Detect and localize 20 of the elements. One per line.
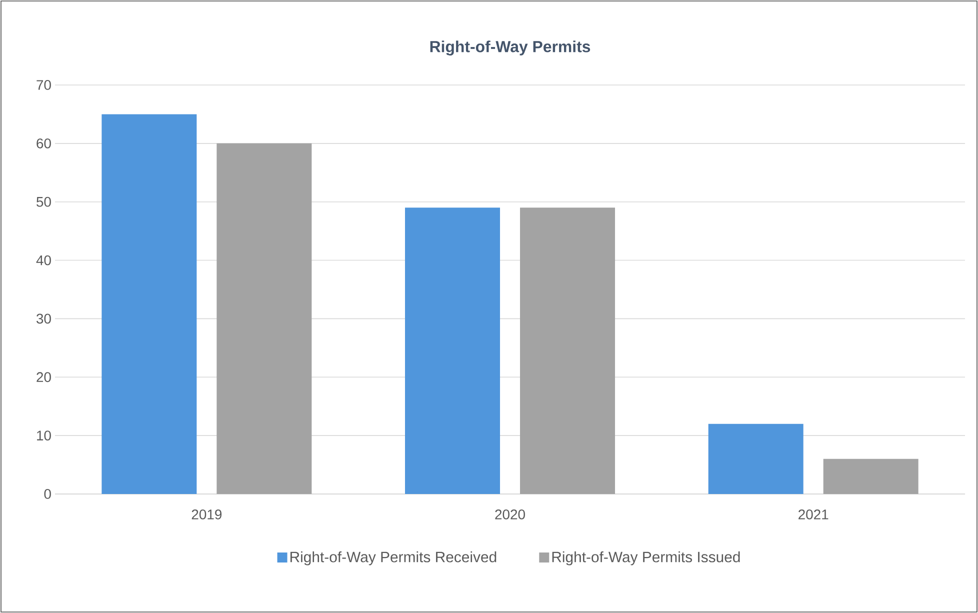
y-tick-label: 70 <box>36 80 51 90</box>
bar <box>708 424 804 494</box>
x-tick-label: 2021 <box>798 509 828 520</box>
legend-label: Right-of-Way Permits Received <box>290 551 496 566</box>
y-tick-label: 60 <box>36 138 51 148</box>
y-tick-label: 20 <box>36 372 51 382</box>
legend-label: Right-of-Way Permits Issued <box>552 551 740 566</box>
chart-title: Right-of-Way Permits <box>430 40 590 56</box>
bar <box>405 208 500 494</box>
y-tick-label: 50 <box>36 196 51 207</box>
bar <box>102 114 197 494</box>
x-tick-label: 2020 <box>495 509 525 520</box>
y-tick-label: 30 <box>36 314 51 324</box>
y-tick-label: 10 <box>37 430 51 440</box>
bar <box>520 208 616 494</box>
bar <box>216 143 312 494</box>
y-tick-label: 40 <box>36 255 51 266</box>
bar <box>823 458 918 494</box>
x-tick-label: 2019 <box>192 509 222 520</box>
y-tick-label: 0 <box>44 489 51 499</box>
